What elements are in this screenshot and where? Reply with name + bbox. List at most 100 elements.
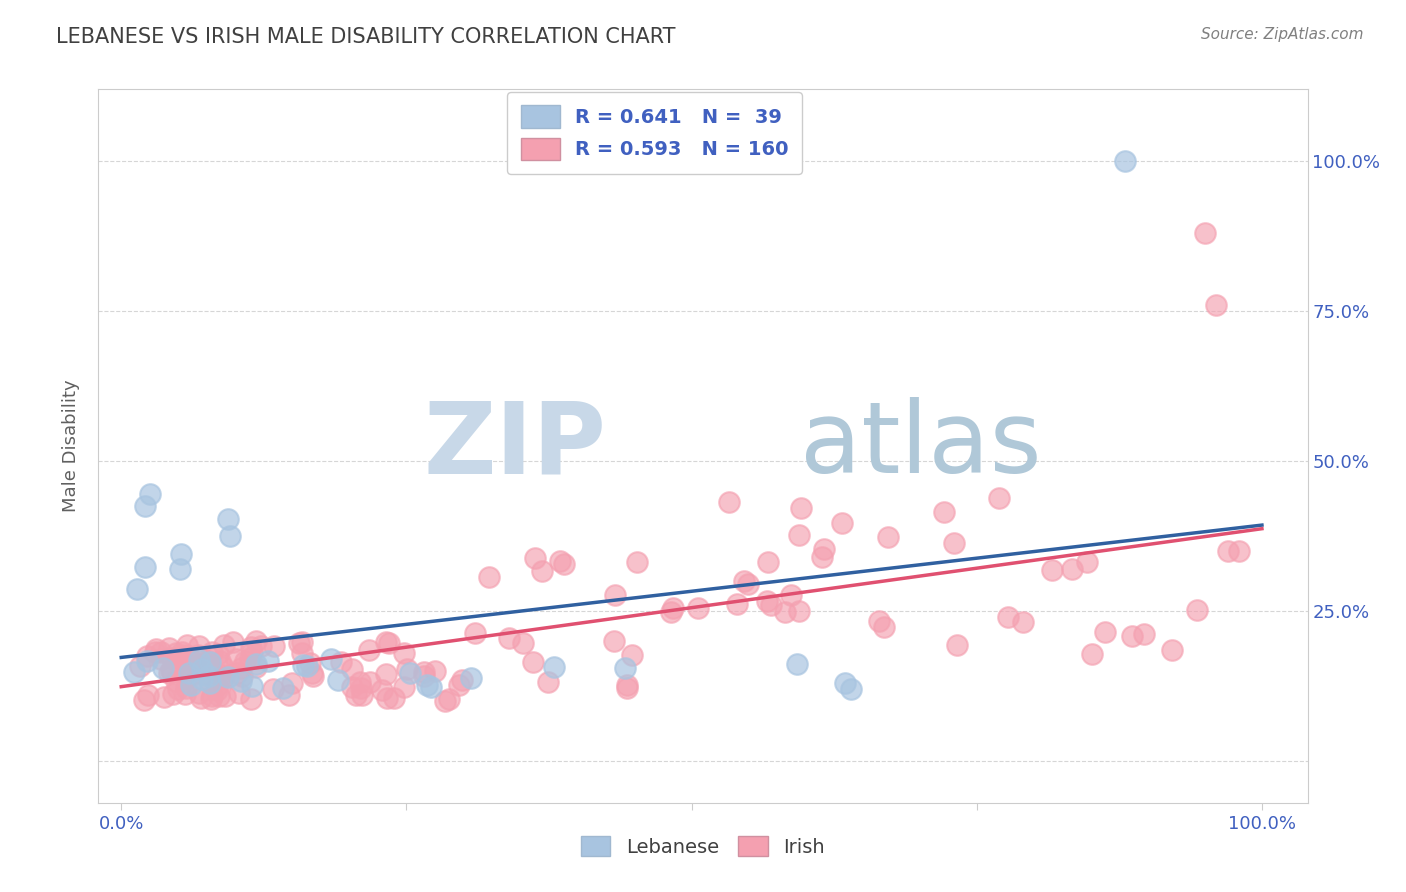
Point [831, 516, 853, 530]
Point [205, 683, 228, 698]
Point [613, 661, 636, 675]
Point [201, 645, 224, 659]
Point [756, 555, 779, 569]
Point [688, 601, 710, 615]
Point [212, 638, 235, 652]
Point [537, 674, 560, 689]
Point [152, 661, 174, 675]
Point [231, 661, 253, 675]
Point [150, 645, 173, 659]
Point [375, 635, 398, 649]
Point [344, 689, 367, 703]
Point [1081, 648, 1104, 662]
Point [160, 650, 183, 665]
Point [839, 681, 862, 696]
Point [790, 501, 813, 516]
Point [207, 689, 229, 703]
Point [257, 654, 280, 668]
Point [789, 604, 811, 618]
Point [176, 648, 198, 663]
Y-axis label: Male Disability: Male Disability [62, 380, 80, 512]
Point [207, 647, 229, 661]
Point [460, 671, 482, 685]
Point [375, 667, 398, 681]
Point [278, 688, 301, 702]
Point [165, 646, 187, 660]
Point [198, 655, 221, 669]
Point [179, 666, 201, 681]
Point [219, 529, 242, 543]
Point [212, 660, 235, 674]
Point [217, 670, 239, 684]
Point [1132, 627, 1154, 641]
Point [987, 491, 1010, 506]
Point [159, 663, 181, 677]
Point [616, 678, 638, 692]
Point [733, 574, 755, 588]
Point [786, 657, 808, 672]
Legend: Lebanese, Irish: Lebanese, Irish [574, 829, 832, 864]
Point [659, 605, 682, 619]
Point [359, 675, 381, 690]
Point [225, 666, 247, 681]
Point [208, 654, 231, 668]
Point [169, 547, 191, 561]
Point [868, 614, 890, 628]
Point [1216, 544, 1239, 558]
Point [174, 681, 197, 696]
Point [382, 691, 405, 706]
Point [205, 679, 228, 693]
Point [423, 664, 446, 678]
Point [250, 639, 273, 653]
Point [225, 652, 247, 666]
Point [191, 672, 214, 686]
Point [134, 500, 156, 514]
Point [359, 643, 381, 657]
Point [124, 665, 146, 680]
Point [229, 673, 252, 688]
Point [350, 681, 373, 696]
Point [737, 577, 759, 591]
Point [201, 689, 224, 703]
Point [162, 665, 184, 680]
Point [834, 676, 856, 690]
Point [242, 645, 264, 659]
Point [873, 620, 896, 634]
Point [188, 653, 211, 667]
Point [212, 667, 235, 681]
Point [321, 652, 343, 666]
Point [1121, 630, 1143, 644]
Point [464, 625, 486, 640]
Point [717, 495, 740, 509]
Point [222, 634, 245, 648]
Point [183, 659, 205, 673]
Point [725, 597, 748, 611]
Point [198, 659, 221, 673]
Point [188, 686, 211, 700]
Point [173, 687, 195, 701]
Point [326, 673, 349, 688]
Point [433, 693, 456, 707]
Point [172, 648, 194, 663]
Point [392, 646, 415, 660]
Point [997, 609, 1019, 624]
Point [299, 657, 322, 671]
Point [239, 651, 262, 665]
Point [412, 669, 434, 683]
Point [197, 668, 219, 682]
Text: ZIP: ZIP [423, 398, 606, 494]
Point [661, 600, 683, 615]
Point [240, 692, 263, 706]
Point [412, 665, 434, 679]
Point [281, 675, 304, 690]
Point [447, 678, 470, 692]
Point [239, 640, 262, 655]
Point [233, 654, 256, 668]
Point [375, 691, 398, 706]
Point [127, 582, 149, 596]
Point [176, 661, 198, 675]
Point [1187, 603, 1209, 617]
Point [340, 661, 363, 675]
Point [342, 680, 364, 694]
Point [811, 549, 834, 564]
